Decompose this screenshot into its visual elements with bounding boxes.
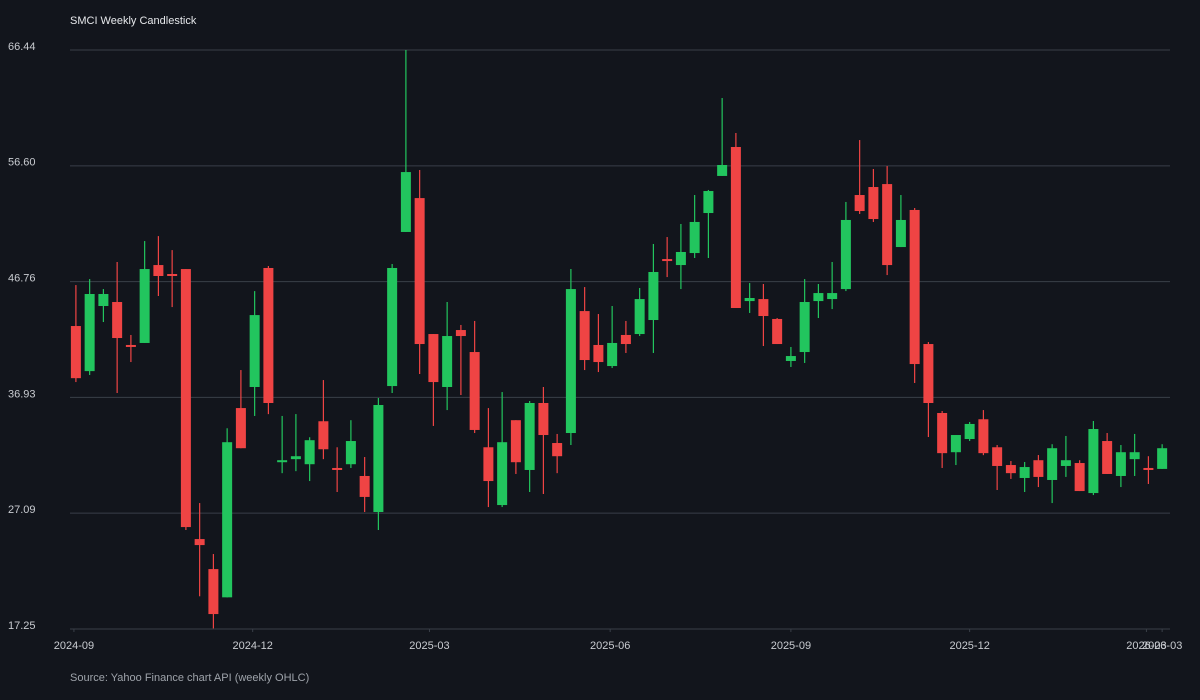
y-tick-label: 27.09 <box>8 504 36 516</box>
candle-body <box>1060 460 1071 466</box>
candle-body <box>387 267 398 387</box>
x-tick-label: 2025-12 <box>949 640 989 652</box>
candle-body <box>222 442 233 598</box>
candle-body <box>648 271 659 321</box>
candle-body <box>510 420 521 463</box>
candle-body <box>964 423 975 440</box>
candle-body <box>497 442 508 506</box>
candle-body <box>1143 467 1154 470</box>
candle-body <box>1102 441 1113 474</box>
candle-body <box>552 443 563 457</box>
candle-body <box>785 356 796 361</box>
candle-body <box>414 198 425 345</box>
candle-body <box>827 293 838 300</box>
candle-body <box>112 302 123 339</box>
candle-body <box>263 267 274 404</box>
x-tick-label: 2024-09 <box>54 640 94 652</box>
candle-body <box>1047 448 1058 480</box>
candle-body <box>359 475 370 497</box>
candle-body <box>909 209 920 365</box>
candle-body <box>772 318 783 345</box>
candle-body <box>717 164 728 176</box>
candle-body <box>139 269 150 343</box>
candle-body <box>868 187 879 220</box>
candle-body <box>895 219 906 248</box>
x-tick-label: 2024-12 <box>232 640 272 652</box>
candle-body <box>1019 467 1030 478</box>
candle-body <box>277 460 288 463</box>
candle-body <box>98 294 109 307</box>
candle-body <box>538 403 549 436</box>
candle-body <box>620 334 631 345</box>
candle-body <box>607 342 618 367</box>
candle-body <box>70 326 81 379</box>
x-tick-label: 2026-03 <box>1142 640 1182 652</box>
candle-body <box>318 421 329 450</box>
candle-body <box>565 289 576 434</box>
candle-body <box>428 334 439 383</box>
y-tick-label: 46.76 <box>8 273 36 285</box>
candle-body <box>1088 429 1099 494</box>
candle-body <box>730 146 741 309</box>
candle-body <box>84 294 95 372</box>
candle-body <box>1129 452 1140 460</box>
candle-body <box>345 441 356 465</box>
candle-body <box>249 315 260 387</box>
candle-body <box>290 456 301 460</box>
source-note: Source: Yahoo Finance chart API (weekly … <box>70 672 309 684</box>
candle-body <box>662 259 673 262</box>
candle-body <box>332 467 343 470</box>
candle-body <box>304 440 315 465</box>
candle-body <box>840 219 851 290</box>
candle-body <box>125 344 136 347</box>
candle-body <box>442 336 453 387</box>
candle-body <box>950 435 961 453</box>
candle-body <box>400 172 411 232</box>
candle-body <box>153 265 164 276</box>
y-tick-label: 17.25 <box>8 620 36 632</box>
candle-body <box>923 344 934 404</box>
candle-body <box>208 569 219 615</box>
candle-body <box>937 413 948 454</box>
y-tick-label: 36.93 <box>8 388 36 400</box>
candle-body <box>799 302 810 353</box>
y-tick-label: 66.44 <box>8 41 36 53</box>
candle-body <box>483 447 494 482</box>
x-tick-label: 2025-06 <box>590 640 630 652</box>
candle-body <box>180 269 191 528</box>
candle-body <box>1033 460 1044 477</box>
x-tick-label: 2025-09 <box>771 640 811 652</box>
chart-title: SMCI Weekly Candlestick <box>70 15 197 27</box>
candle-body <box>167 273 178 276</box>
candle-body <box>992 447 1003 466</box>
candle-body <box>1074 463 1085 492</box>
candle-body <box>373 405 384 512</box>
candle-body <box>194 539 205 546</box>
candle-body <box>1157 448 1168 469</box>
candle-body <box>758 299 769 317</box>
candle-body <box>593 344 604 363</box>
candle-body <box>455 330 466 337</box>
x-tick-label: 2026-03 <box>1126 640 1166 652</box>
candle-body <box>675 251 686 266</box>
candle-body <box>579 311 590 361</box>
candle-body <box>744 298 755 302</box>
candle-body <box>235 408 246 449</box>
y-tick-label: 56.60 <box>8 157 36 169</box>
candle-body <box>813 293 824 302</box>
candle-body <box>469 352 480 430</box>
candle-body <box>634 299 645 335</box>
candle-body <box>882 184 893 266</box>
candle-body <box>689 221 700 254</box>
candle-body <box>524 403 535 470</box>
candle-body <box>703 191 714 214</box>
candle-body <box>1115 452 1126 476</box>
candle-body <box>978 419 989 454</box>
x-tick-label: 2025-03 <box>409 640 449 652</box>
candle-body <box>854 195 865 212</box>
candle-body <box>1005 465 1016 474</box>
